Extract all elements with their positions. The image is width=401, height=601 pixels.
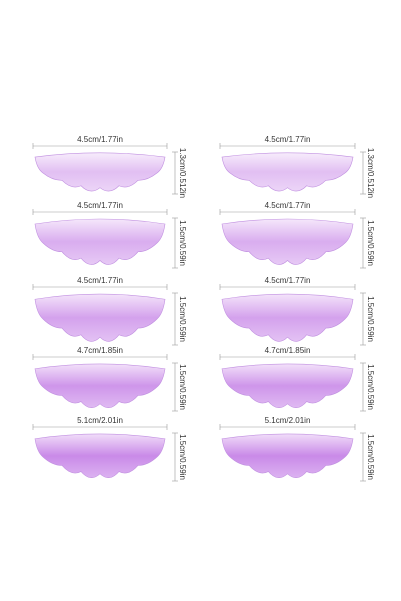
pad-item: 4.5cm/1.77in 1.3cm/0.512in [32, 135, 187, 198]
width-label: 4.5cm/1.77in [265, 135, 311, 144]
width-label: 4.5cm/1.77in [77, 276, 123, 285]
lash-pad [34, 363, 166, 408]
width-label: 4.5cm/1.77in [77, 135, 123, 144]
lash-pad [34, 218, 166, 265]
pad-item: 5.1cm/2.01in 1.5cm/0.59in [219, 416, 375, 482]
pad-item: 4.5cm/1.77in 1.5cm/0.59in [32, 201, 187, 269]
height-label: 1.5cm/0.59in [178, 434, 187, 480]
lash-pad [221, 433, 354, 478]
lash-pad [221, 293, 354, 342]
width-label: 4.5cm/1.77in [265, 201, 311, 210]
pad-item: 4.5cm/1.77in 1.3cm/0.512in [219, 135, 375, 198]
lash-pad [34, 433, 166, 478]
lash-pad [221, 363, 354, 408]
height-label: 1.5cm/0.59in [178, 296, 187, 342]
height-label: 1.5cm/0.59in [178, 364, 187, 410]
lash-pad [34, 293, 166, 342]
width-label: 5.1cm/2.01in [265, 416, 311, 425]
pad-item: 4.5cm/1.77in 1.5cm/0.59in [32, 276, 187, 346]
height-label: 1.5cm/0.59in [366, 296, 375, 342]
height-label: 1.3cm/0.512in [366, 148, 375, 198]
height-label: 1.5cm/0.59in [178, 220, 187, 266]
width-label: 4.7cm/1.85in [265, 346, 311, 355]
width-label: 5.1cm/2.01in [77, 416, 123, 425]
lash-pad [34, 152, 166, 192]
height-label: 1.5cm/0.59in [366, 364, 375, 410]
height-label: 1.5cm/0.59in [366, 434, 375, 480]
width-label: 4.5cm/1.77in [265, 276, 311, 285]
pad-item: 4.5cm/1.77in 1.5cm/0.59in [219, 201, 375, 269]
pad-item: 4.7cm/1.85in 1.5cm/0.59in [219, 346, 375, 412]
height-label: 1.3cm/0.512in [178, 148, 187, 198]
pad-item: 5.1cm/2.01in 1.5cm/0.59in [32, 416, 187, 482]
height-label: 1.5cm/0.59in [366, 220, 375, 266]
width-label: 4.7cm/1.85in [77, 346, 123, 355]
lash-pad [221, 218, 354, 265]
pad-item: 4.5cm/1.77in 1.5cm/0.59in [219, 276, 375, 346]
width-label: 4.5cm/1.77in [77, 201, 123, 210]
pad-item: 4.7cm/1.85in 1.5cm/0.59in [32, 346, 187, 412]
lash-pad [221, 152, 354, 192]
